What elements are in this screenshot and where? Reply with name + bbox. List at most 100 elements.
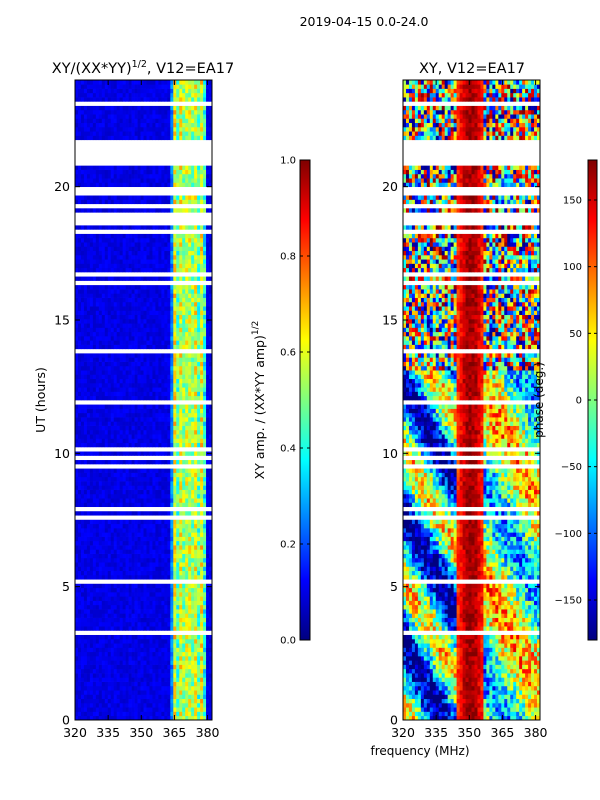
heatmap-cell bbox=[83, 323, 88, 328]
heatmap-cell bbox=[194, 660, 198, 665]
heatmap-cell bbox=[77, 660, 82, 665]
heatmap-cell bbox=[200, 698, 204, 704]
heatmap-cell bbox=[146, 592, 150, 597]
heatmap-cell bbox=[173, 592, 177, 597]
heatmap-cell bbox=[110, 673, 115, 678]
heatmap-cell bbox=[134, 472, 138, 478]
heatmap-cell bbox=[122, 284, 126, 290]
heatmap-cell bbox=[134, 382, 138, 388]
heatmap-cell bbox=[185, 442, 189, 448]
heatmap-cell bbox=[146, 259, 150, 264]
heatmap-cell bbox=[95, 327, 100, 333]
heatmap-cell bbox=[152, 374, 156, 380]
heatmap-cell bbox=[158, 621, 162, 627]
heatmap-cell bbox=[131, 246, 135, 252]
heatmap-cell bbox=[185, 476, 189, 482]
heatmap-cell bbox=[113, 557, 118, 563]
heatmap-cell bbox=[188, 583, 192, 589]
heatmap-cell bbox=[110, 301, 115, 307]
heatmap-cell bbox=[149, 677, 153, 682]
heatmap-cell bbox=[149, 429, 153, 435]
heatmap-cell bbox=[155, 267, 159, 273]
heatmap-cell bbox=[146, 306, 150, 311]
heatmap-cell bbox=[167, 417, 171, 422]
heatmap-cell bbox=[209, 340, 212, 345]
heatmap-cell bbox=[170, 600, 174, 606]
heatmap-cell bbox=[119, 523, 123, 529]
heatmap-cell bbox=[149, 510, 153, 516]
heatmap-cell bbox=[197, 510, 201, 516]
heatmap-cell bbox=[173, 357, 177, 362]
heatmap-cell bbox=[131, 587, 135, 593]
heatmap-cell bbox=[176, 698, 180, 704]
heatmap-cell bbox=[191, 370, 195, 375]
heatmap-cell bbox=[101, 340, 106, 345]
heatmap-cell bbox=[146, 344, 150, 350]
heatmap-cell bbox=[179, 694, 183, 700]
heatmap-cell bbox=[122, 254, 126, 260]
heatmap-cell bbox=[110, 357, 115, 362]
heatmap-cell bbox=[140, 289, 144, 294]
heatmap-cell bbox=[164, 557, 168, 563]
heatmap-cell bbox=[170, 242, 174, 247]
heatmap-cell bbox=[179, 374, 183, 380]
heatmap-cell bbox=[125, 331, 129, 337]
heatmap-cell bbox=[83, 574, 88, 580]
heatmap-cell bbox=[86, 353, 91, 358]
heatmap-cell bbox=[176, 391, 180, 397]
heatmap-cell bbox=[194, 438, 198, 444]
heatmap-cell bbox=[155, 617, 159, 623]
heatmap-cell bbox=[152, 434, 156, 439]
heatmap-cell bbox=[113, 417, 118, 422]
heatmap-cell bbox=[128, 318, 132, 324]
heatmap-cell bbox=[89, 647, 94, 653]
heatmap-cell bbox=[77, 404, 82, 409]
heatmap-cell bbox=[107, 668, 112, 674]
heatmap-cell bbox=[203, 540, 207, 546]
heatmap-cell bbox=[188, 340, 192, 345]
heatmap-cell bbox=[161, 566, 165, 572]
heatmap-cell bbox=[143, 357, 147, 362]
heatmap-cell bbox=[137, 374, 141, 380]
heatmap-cell bbox=[149, 574, 153, 580]
heatmap-cell bbox=[167, 673, 171, 678]
heatmap-cell bbox=[194, 498, 198, 503]
heatmap-cell bbox=[170, 634, 174, 640]
heatmap-cell bbox=[80, 233, 85, 239]
heatmap-cell bbox=[140, 685, 144, 691]
heatmap-cell bbox=[191, 707, 195, 712]
heatmap-cell bbox=[128, 391, 132, 397]
heatmap-cell bbox=[149, 306, 153, 311]
heatmap-cell bbox=[179, 604, 183, 610]
heatmap-cell bbox=[173, 493, 177, 499]
heatmap-cell bbox=[164, 570, 168, 576]
heatmap-cell bbox=[164, 370, 168, 375]
heatmap-cell bbox=[104, 434, 109, 439]
heatmap-cell bbox=[164, 668, 168, 674]
heatmap-cell bbox=[155, 570, 159, 576]
heatmap-cell bbox=[107, 267, 112, 273]
heatmap-cell bbox=[173, 660, 177, 665]
heatmap-cell bbox=[107, 698, 112, 704]
heatmap-cell bbox=[116, 502, 121, 508]
heatmap-cell bbox=[176, 310, 180, 316]
heatmap-cell bbox=[164, 284, 168, 290]
heatmap-cell bbox=[75, 404, 79, 409]
heatmap-cell bbox=[167, 553, 171, 559]
heatmap-cell bbox=[191, 323, 195, 328]
heatmap-cell bbox=[173, 651, 177, 657]
heatmap-cell bbox=[173, 370, 177, 375]
heatmap-cell bbox=[182, 421, 186, 426]
heatmap-cell bbox=[80, 267, 85, 273]
heatmap-cell bbox=[191, 242, 195, 247]
heatmap-cell bbox=[101, 357, 106, 362]
heatmap-cell bbox=[179, 421, 183, 426]
heatmap-cell bbox=[89, 557, 94, 563]
heatmap-cell bbox=[116, 519, 121, 525]
heatmap-cell bbox=[143, 677, 147, 682]
heatmap-cell bbox=[203, 357, 207, 362]
heatmap-cell bbox=[200, 570, 204, 576]
heatmap-cell bbox=[167, 237, 171, 243]
heatmap-cell bbox=[104, 638, 109, 644]
heatmap-cell bbox=[152, 677, 156, 682]
